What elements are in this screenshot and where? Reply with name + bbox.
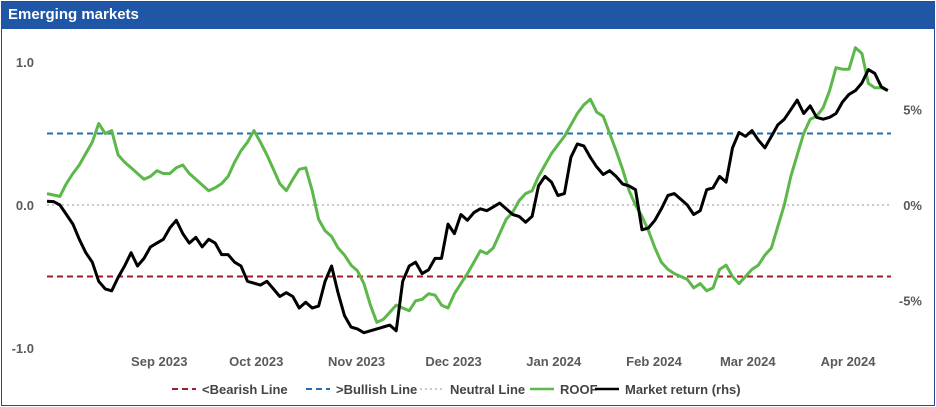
- x-tick-label: Sep 2023: [131, 354, 187, 369]
- legend-neutral-label: Neutral Line: [450, 382, 525, 397]
- y-right-tick-label: 0%: [903, 198, 922, 213]
- x-tick-label: Dec 2023: [425, 354, 481, 369]
- market-return-series-line: [46, 68, 889, 335]
- x-tick-label: Jan 2024: [526, 354, 582, 369]
- x-tick-label: Mar 2024: [720, 354, 776, 369]
- y-left-tick-label: 1.0: [16, 55, 34, 70]
- title-bar: Emerging markets: [2, 2, 934, 29]
- legend-bullish-label: >Bullish Line: [336, 382, 417, 397]
- x-tick-label: Apr 2024: [821, 354, 877, 369]
- axis-labels: 1.0 0.0 -1.0 5% 0% -5% Sep 2023 Oct 2023 Nov 202…: [12, 55, 923, 369]
- series-lines: [46, 46, 889, 335]
- y-right-tick-label: 5%: [903, 103, 922, 118]
- x-tick-label: Nov 2023: [328, 354, 385, 369]
- legend-bearish-label: <Bearish Line: [202, 382, 288, 397]
- x-tick-label: Oct 2023: [229, 354, 283, 369]
- chart-title: Emerging markets: [8, 6, 139, 23]
- x-tick-label: Feb 2024: [626, 354, 682, 369]
- y-left-tick-label: 0.0: [16, 198, 34, 213]
- legend-market-return-label: Market return (rhs): [625, 382, 741, 397]
- y-right-tick-label: -5%: [899, 293, 923, 308]
- roof-series-line: [46, 46, 889, 324]
- legend-roof-label: ROOF: [560, 382, 598, 397]
- y-left-tick-label: -1.0: [12, 341, 34, 356]
- legend: <Bearish Line >Bullish Line Neutral Line RO…: [172, 382, 741, 397]
